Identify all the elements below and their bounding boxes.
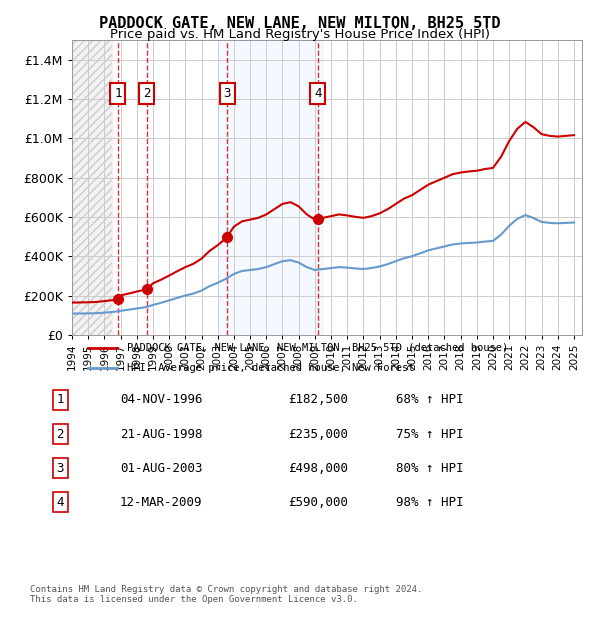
Text: 80% ↑ HPI: 80% ↑ HPI — [396, 462, 464, 474]
Text: PADDOCK GATE, NEW LANE, NEW MILTON, BH25 5TD: PADDOCK GATE, NEW LANE, NEW MILTON, BH25… — [99, 16, 501, 30]
Text: 04-NOV-1996: 04-NOV-1996 — [120, 394, 203, 406]
Text: 68% ↑ HPI: 68% ↑ HPI — [396, 394, 464, 406]
Text: PADDOCK GATE, NEW LANE, NEW MILTON, BH25 5TD (detached house): PADDOCK GATE, NEW LANE, NEW MILTON, BH25… — [127, 343, 508, 353]
Text: 75% ↑ HPI: 75% ↑ HPI — [396, 428, 464, 440]
Text: 3: 3 — [56, 462, 64, 474]
Text: Price paid vs. HM Land Registry's House Price Index (HPI): Price paid vs. HM Land Registry's House … — [110, 28, 490, 41]
Text: 4: 4 — [314, 87, 322, 100]
Text: 01-AUG-2003: 01-AUG-2003 — [120, 462, 203, 474]
Bar — [218, 40, 323, 335]
Text: £498,000: £498,000 — [288, 462, 348, 474]
Text: 4: 4 — [56, 496, 64, 508]
Text: HPI: Average price, detached house, New Forest: HPI: Average price, detached house, New … — [127, 363, 415, 373]
Text: 2: 2 — [143, 87, 151, 100]
Text: 3: 3 — [223, 87, 231, 100]
Text: 2: 2 — [56, 428, 64, 440]
Text: £235,000: £235,000 — [288, 428, 348, 440]
Text: 98% ↑ HPI: 98% ↑ HPI — [396, 496, 464, 508]
Text: 1: 1 — [114, 87, 122, 100]
Text: 21-AUG-1998: 21-AUG-1998 — [120, 428, 203, 440]
Text: £182,500: £182,500 — [288, 394, 348, 406]
Text: 12-MAR-2009: 12-MAR-2009 — [120, 496, 203, 508]
Text: £590,000: £590,000 — [288, 496, 348, 508]
Text: Contains HM Land Registry data © Crown copyright and database right 2024.
This d: Contains HM Land Registry data © Crown c… — [30, 585, 422, 604]
Text: 1: 1 — [56, 394, 64, 406]
Bar — [72, 40, 112, 335]
Bar — [72, 40, 112, 335]
